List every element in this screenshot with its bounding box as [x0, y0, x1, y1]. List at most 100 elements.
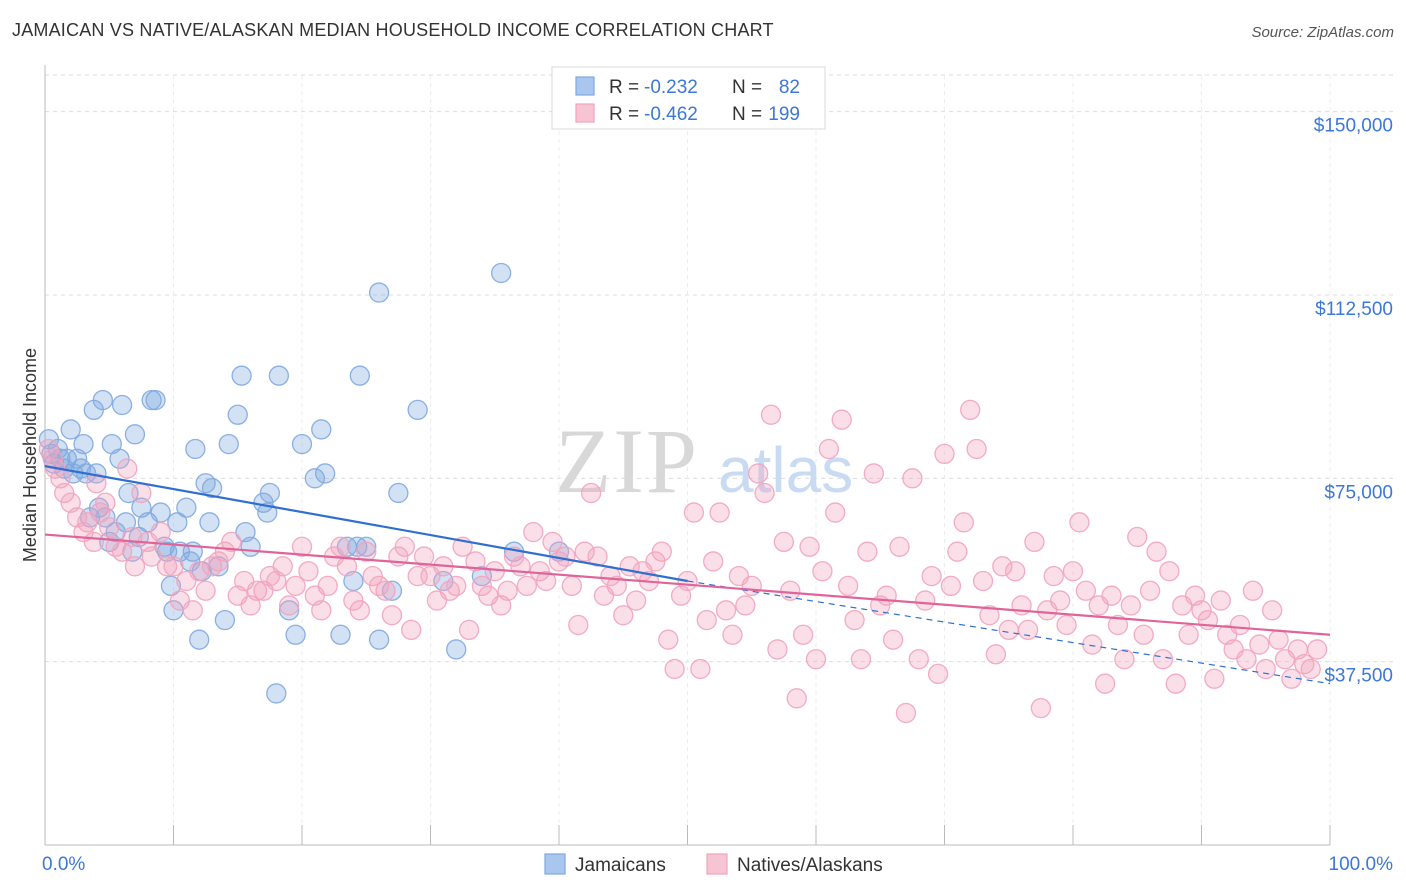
natives-alaskans-point [1262, 600, 1283, 621]
legend-n-value: 82 [779, 77, 800, 98]
natives-alaskans-point [95, 492, 116, 513]
natives-alaskans-point [555, 546, 576, 567]
natives-alaskans-point [1307, 639, 1328, 660]
natives-alaskans-point [124, 556, 146, 577]
natives-alaskans-point [401, 619, 422, 641]
natives-alaskans-point [1191, 600, 1212, 621]
natives-alaskans-point [580, 482, 602, 504]
y-tick-label: $37,500 [1324, 666, 1393, 687]
legend-top: R = -0.232 N = 82 R = -0.462 N = 199 [551, 66, 826, 130]
x-tick-labels: 0.0% 100.0% [42, 854, 1393, 875]
natives-alaskans-point [1242, 580, 1264, 601]
natives-alaskans-point [568, 614, 589, 636]
jamaicans-point [259, 482, 281, 504]
jamaicans-point [167, 512, 188, 533]
jamaicans-trend-line [44, 465, 688, 583]
natives-alaskans-point [992, 556, 1013, 577]
grid-layer [45, 74, 1395, 845]
natives-alaskans-point [1159, 561, 1180, 582]
natives-alaskans-point [651, 541, 672, 562]
natives-alaskans-point [1017, 619, 1039, 641]
natives-alaskans-point [837, 575, 859, 597]
natives-alaskans-point [298, 561, 319, 582]
jamaicans-point [291, 433, 313, 455]
natives-alaskans-point [330, 536, 351, 557]
natives-alaskans-point [760, 404, 782, 425]
legend-bottom-label: Natives/Alaskans [737, 855, 883, 876]
axes-layer [44, 65, 1331, 846]
natives-alaskans-point [208, 551, 229, 572]
y-tick-labels: $37,500 $75,000 $112,500 $150,000 [1314, 116, 1393, 687]
natives-alaskans-point [709, 502, 730, 523]
y-axis-label: Median Household Income [20, 348, 40, 562]
natives-alaskans-point [1165, 673, 1186, 694]
natives-alaskans-point [799, 536, 820, 557]
natives-alaskans-point [658, 629, 679, 650]
natives-alaskans-point [90, 502, 111, 523]
natives-alaskans-point [1107, 614, 1129, 636]
natives-alaskans-point [529, 561, 550, 582]
natives-alaskans-point [497, 580, 518, 601]
natives-alaskans-point [625, 590, 647, 611]
natives-alaskans-point [1030, 697, 1052, 719]
natives-alaskans-point [86, 473, 107, 494]
natives-alaskans-point [690, 658, 711, 680]
natives-alaskans-point [117, 458, 138, 479]
jamaicans-point [124, 424, 146, 445]
jamaicans-point [285, 624, 306, 645]
y-tick-label: $112,500 [1315, 299, 1393, 320]
natives-alaskans-point [156, 556, 178, 577]
natives-alaskans-point [1024, 531, 1045, 553]
legend-r-value: -0.232 [644, 77, 698, 98]
natives-alaskans-point [818, 438, 839, 460]
natives-alaskans-point [1178, 624, 1199, 645]
natives-alaskans-point [882, 629, 904, 650]
natives-alaskans-point [844, 609, 865, 631]
natives-alaskans-point [683, 502, 705, 523]
natives-alaskans-point [214, 541, 236, 562]
natives-alaskans-point [947, 541, 968, 562]
legend-bottom-swatch [544, 853, 566, 875]
jamaicans-point [199, 512, 220, 533]
chart-title: JAMAICAN VS NATIVE/ALASKAN MEDIAN HOUSEH… [12, 20, 774, 40]
natives-alaskans-point [343, 590, 364, 611]
y-tick-label: $75,000 [1324, 482, 1393, 503]
natives-alaskans-point [664, 658, 685, 680]
jamaicans-point [145, 389, 166, 411]
jamaicans-point [60, 419, 81, 440]
natives-alaskans-point [1062, 561, 1084, 582]
jamaicans-point [304, 468, 326, 489]
jamaicans-point [150, 502, 171, 523]
jamaicans-point [73, 433, 94, 455]
watermark-zip: ZIP [555, 410, 699, 512]
y-tick-label: $150,000 [1314, 116, 1393, 137]
natives-alaskans-point [1127, 526, 1148, 548]
natives-alaskans-point [972, 570, 994, 592]
natives-alaskans-point [850, 649, 872, 670]
natives-alaskans-point [349, 600, 370, 621]
legend-r-value: -0.462 [644, 104, 698, 125]
natives-alaskans-point [1268, 629, 1289, 650]
trend-layer [44, 465, 1331, 685]
legend-r-label: R = [609, 104, 639, 125]
natives-alaskans-point [182, 600, 203, 621]
jamaicans-point [349, 365, 370, 386]
natives-alaskans-point [317, 575, 338, 597]
natives-alaskans-point [767, 639, 788, 660]
natives-alaskans-point [1249, 634, 1270, 655]
jamaicans-point [266, 683, 287, 704]
natives-alaskans-point [272, 556, 293, 577]
natives-alaskans-point [921, 565, 942, 587]
natives-alaskans-point [413, 546, 435, 567]
jamaicans-point [268, 365, 290, 386]
jamaicans-point [231, 365, 252, 386]
natives-alaskans-point [446, 575, 467, 597]
jamaicans-point [368, 629, 390, 650]
legend-top-swatch [575, 103, 595, 123]
natives-alaskans-point [195, 580, 216, 601]
jamaicans-point [446, 639, 467, 660]
natives-alaskans-point [1204, 668, 1225, 689]
jamaicans-point [185, 438, 206, 460]
natives-alaskans-point [895, 702, 917, 724]
